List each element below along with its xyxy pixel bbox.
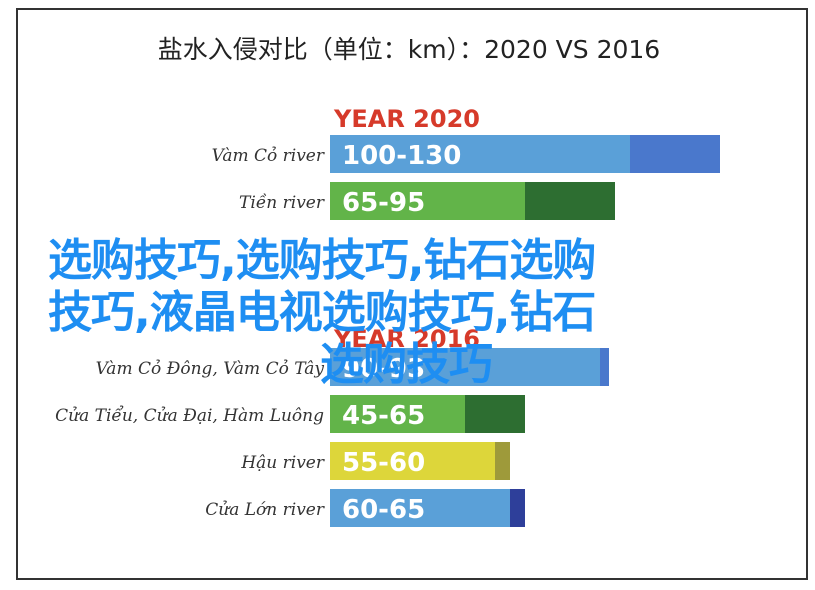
chart-title: 盐水入侵对比（单位：km）：2020 VS 2016 xyxy=(157,35,661,64)
category-label: Vàm Cỏ Đông, Vàm Cỏ Tây xyxy=(96,359,325,379)
group-heading: YEAR 2020 xyxy=(333,105,480,133)
category-label: Vàm Cỏ river xyxy=(212,146,325,166)
bar-chart: YEAR 2020 100-130 Vàm Cỏ river 65-95 Tiền ri… xyxy=(55,105,720,527)
bar-value-label: 45-65 xyxy=(342,401,425,431)
bar-value-label: 60-65 xyxy=(342,495,425,525)
bar-range-min xyxy=(330,182,525,220)
bar-range-min xyxy=(330,442,495,480)
category-label: Cửa Lớn river xyxy=(205,500,325,520)
bar-value-label: 65-95 xyxy=(342,188,425,218)
chart-frame: 盐水入侵对比（单位：km）：2020 VS 2016 YEAR 2020 100-… xyxy=(16,8,808,580)
category-label: Tiền river xyxy=(239,193,325,213)
category-label: Cửa Tiểu, Cửa Đại, Hàm Luông xyxy=(55,406,324,426)
bar-range-min xyxy=(330,489,510,527)
bar-range-min xyxy=(330,348,600,386)
bar-range-min xyxy=(330,135,630,173)
bar-value-label: 55-60 xyxy=(342,448,425,478)
bar-value-label: 90-93 xyxy=(342,354,425,384)
category-label: Hậu river xyxy=(240,453,325,473)
bar-range-min xyxy=(330,395,465,433)
bar-value-label: 100-130 xyxy=(342,141,461,171)
